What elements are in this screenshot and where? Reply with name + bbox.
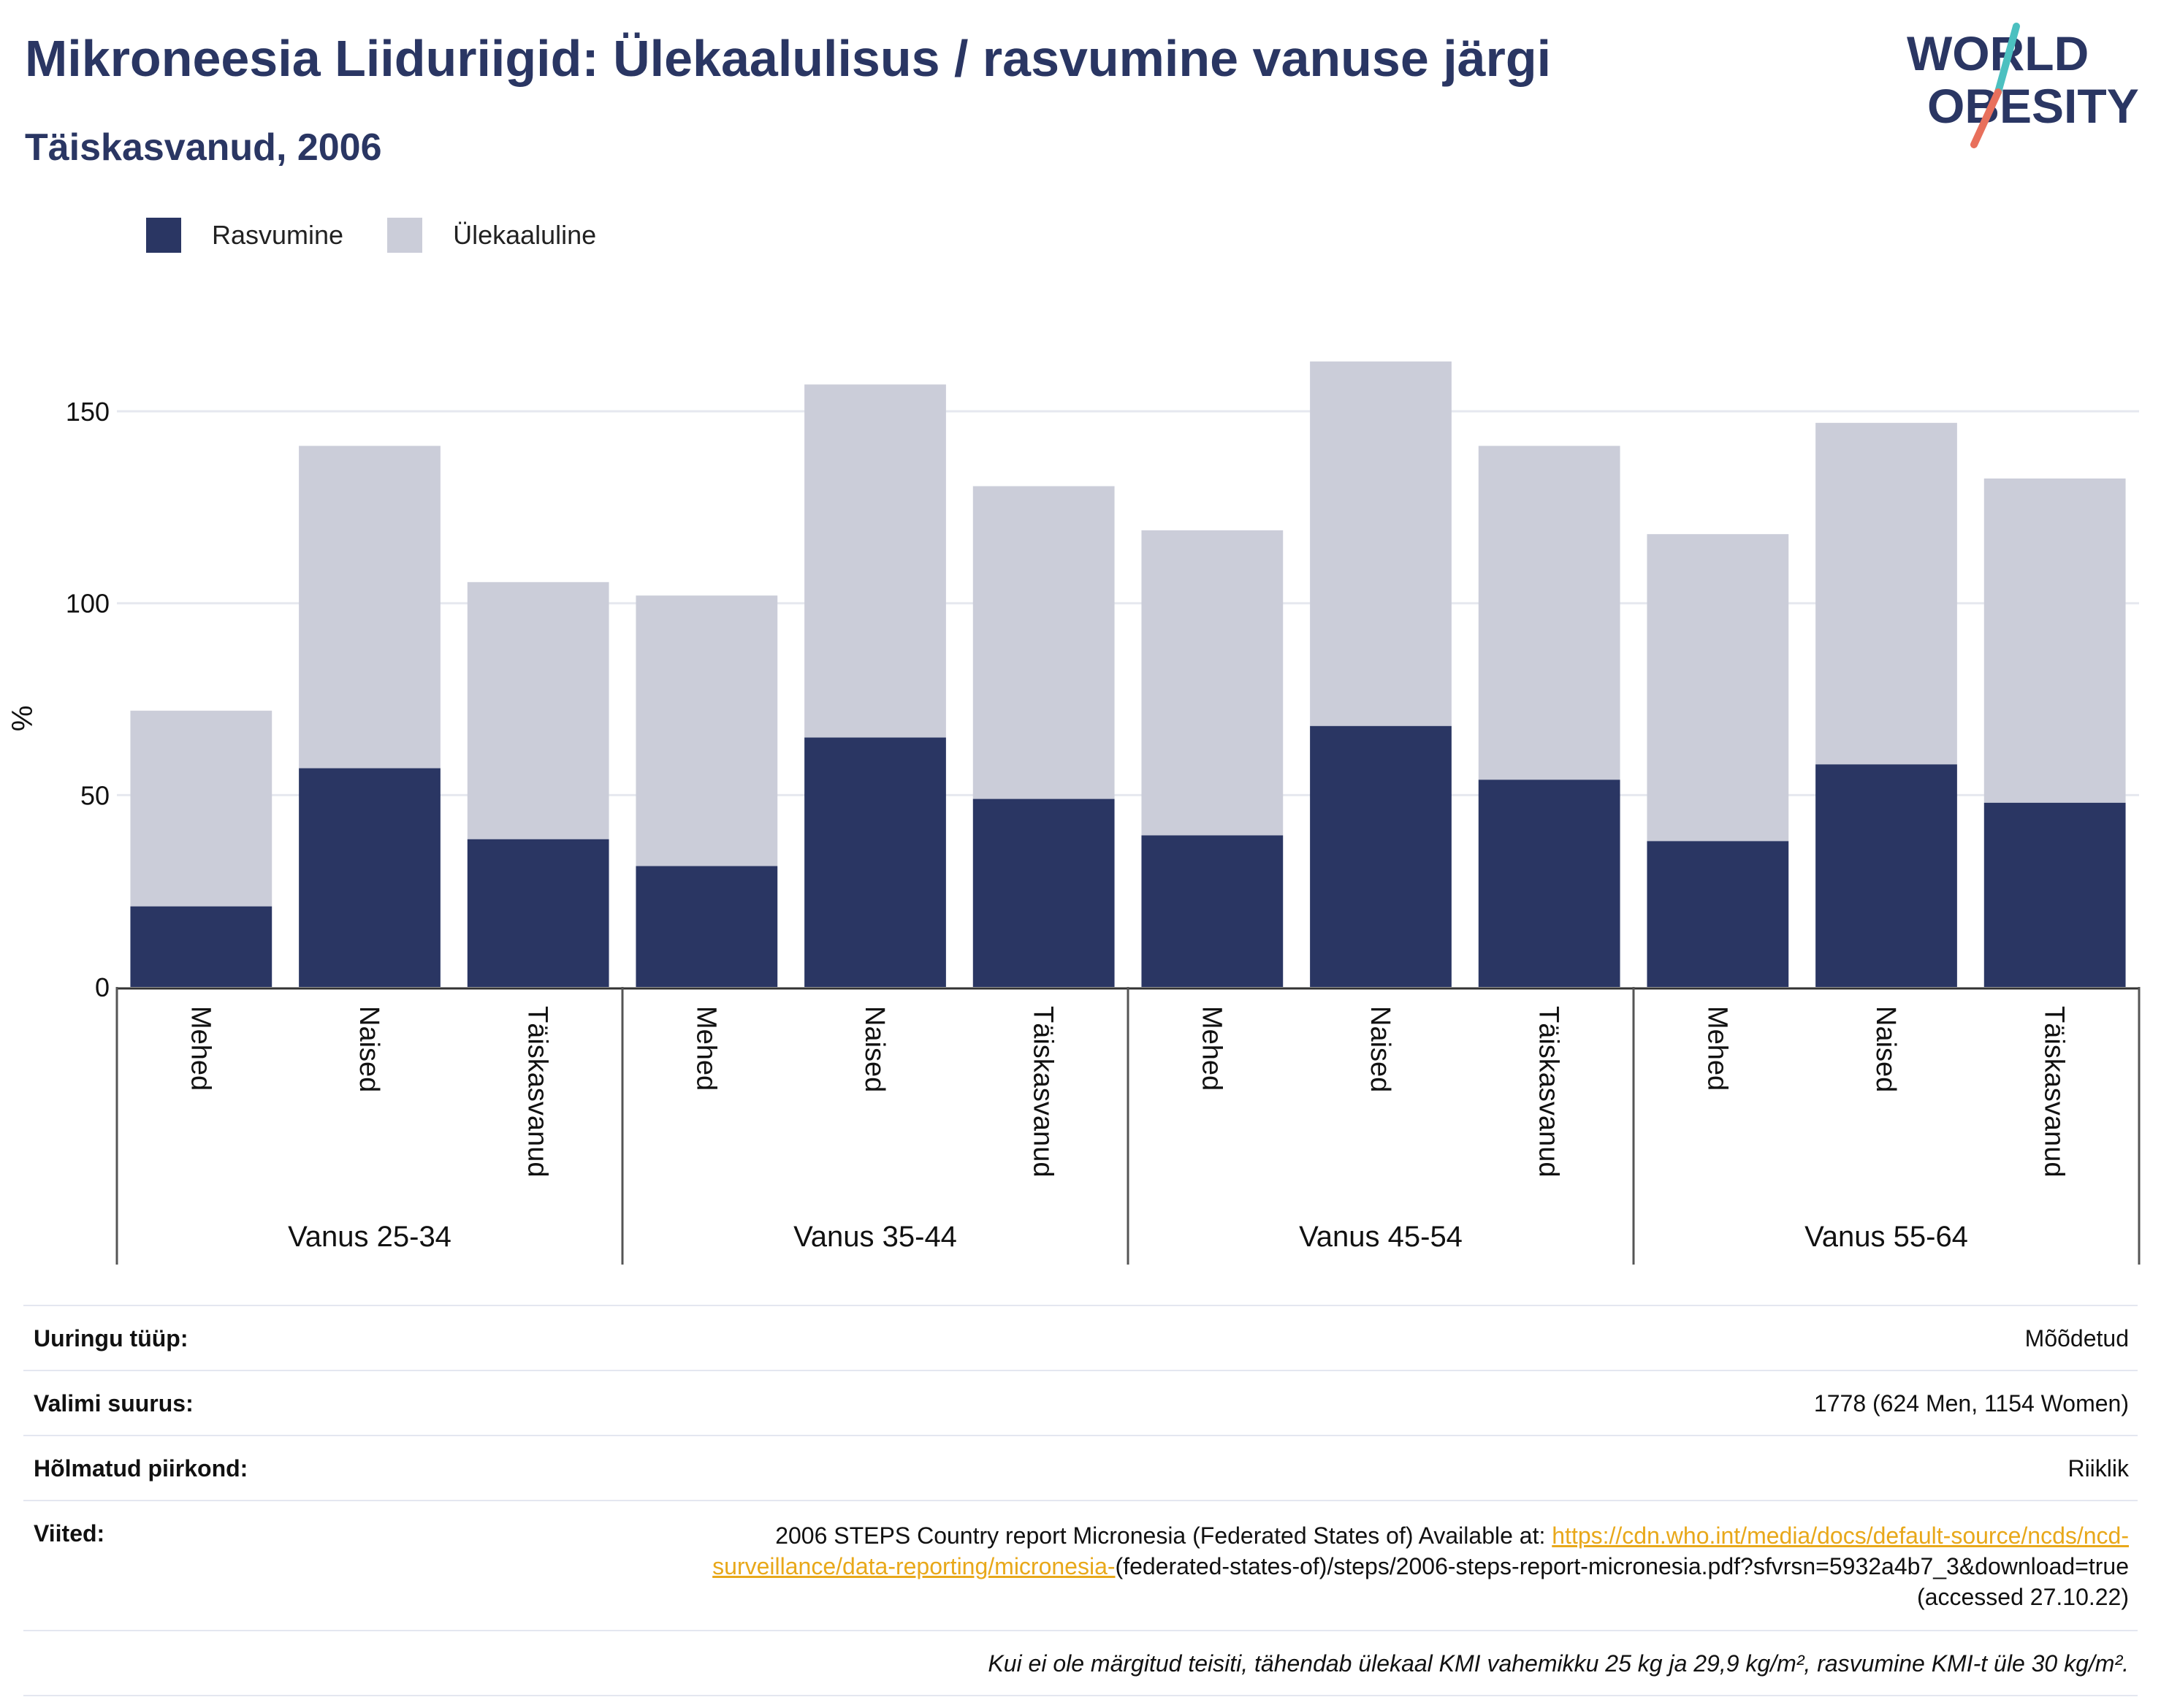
bar-obesity xyxy=(1815,764,1957,987)
bar-overweight xyxy=(1141,530,1284,836)
survey-type-row: Uuringu tüüp: Mõõdetud xyxy=(23,1305,2138,1370)
bar-obesity xyxy=(1310,725,1452,987)
bar-obesity xyxy=(1478,779,1620,987)
legend-item-obesity: Rasvumine xyxy=(146,218,343,253)
bar-obesity xyxy=(972,798,1115,987)
x-group-label: Vanus 35-44 xyxy=(793,1221,957,1253)
x-category-label: Mehed xyxy=(690,1006,721,1091)
world-obesity-logo: WORLD OBESITY xyxy=(1907,23,2139,148)
sample-size-label: Valimi suurus: xyxy=(34,1390,194,1417)
x-category-label: Mehed xyxy=(1701,1006,1732,1091)
chart-legend: Rasvumine Ülekaaluline xyxy=(146,218,640,253)
x-group-label: Vanus 25-34 xyxy=(288,1221,451,1253)
y-axis-label: % xyxy=(7,706,39,732)
logo-slash-teal xyxy=(1994,23,2020,96)
chart-subtitle: Täiskasvanud, 2006 xyxy=(25,126,382,169)
bar-obesity xyxy=(130,906,272,987)
area-covered-value: Riiklik xyxy=(2067,1455,2129,1482)
x-group-label: Vanus 45-54 xyxy=(1299,1221,1463,1253)
definition-note: Kui ei ole märgitud teisiti, tähendab ül… xyxy=(988,1650,2129,1677)
bar-obesity xyxy=(1141,835,1284,987)
references-suffix: (federated-states-of)/steps/2006-steps-r… xyxy=(1115,1553,2129,1610)
bar-obesity xyxy=(1983,802,2126,987)
legend-swatch-overweight xyxy=(387,218,423,253)
references-link[interactable]: https://cdn.who.int/media/docs/default-s… xyxy=(712,1522,2129,1579)
area-covered-label: Hõlmatud piirkond: xyxy=(34,1455,248,1482)
x-category-label: Täiskasvanud xyxy=(1028,1006,1059,1177)
bar-overweight xyxy=(972,486,1115,799)
survey-details: Uuringu tüüp: Mõõdetud Valimi suurus: 17… xyxy=(23,1305,2138,1696)
y-tick-label: 100 xyxy=(66,589,110,619)
bar-overweight xyxy=(1815,422,1957,765)
bar-obesity xyxy=(804,737,946,987)
x-category-label: Täiskasvanud xyxy=(2039,1006,2070,1177)
bar-overweight xyxy=(636,595,778,866)
references-value: 2006 STEPS Country report Micronesia (Fe… xyxy=(631,1520,2129,1612)
survey-type-label: Uuringu tüüp: xyxy=(34,1325,188,1351)
logo-line-1: WORLD xyxy=(1907,26,2089,80)
x-category-label: Täiskasvanud xyxy=(522,1006,553,1177)
survey-type-value: Mõõdetud xyxy=(2024,1325,2129,1351)
x-category-label: Naised xyxy=(354,1006,384,1092)
legend-swatch-obesity xyxy=(146,218,181,253)
legend-item-overweight: Ülekaaluline xyxy=(387,218,596,253)
bar-obesity xyxy=(1647,841,1789,987)
bar-overweight xyxy=(299,446,441,769)
area-covered-row: Hõlmatud piirkond: Riiklik xyxy=(23,1435,2138,1500)
logo-slash-coral xyxy=(1970,88,2002,148)
stacked-bar-chart: 0 50 100 150% Mehed Naised Täiskasvanud Mehed Na… xyxy=(7,361,2141,1265)
bar-overweight xyxy=(1310,361,1452,726)
x-category-label: Naised xyxy=(1365,1006,1395,1092)
definition-note-row: Kui ei ole märgitud teisiti, tähendab ül… xyxy=(23,1630,2138,1696)
references-prefix: 2006 STEPS Country report Micronesia (Fe… xyxy=(775,1522,1552,1549)
bar-overweight xyxy=(1647,534,1789,842)
legend-label-obesity: Rasvumine xyxy=(212,220,344,250)
sample-size-row: Valimi suurus: 1778 (624 Men, 1154 Women… xyxy=(23,1370,2138,1435)
x-category-label: Naised xyxy=(1870,1006,1901,1092)
logo-line-2: OBESITY xyxy=(1927,79,2139,133)
x-category-label: Naised xyxy=(859,1006,890,1092)
references-label: Viited: xyxy=(34,1520,105,1547)
bar-obesity xyxy=(299,768,441,987)
bar-overweight xyxy=(1983,478,2126,803)
legend-label-overweight: Ülekaaluline xyxy=(453,220,597,250)
chart-title: Mikroneesia Liiduriigid: Ülekaalulisus /… xyxy=(25,30,1552,87)
x-category-label: Mehed xyxy=(1196,1006,1227,1091)
y-tick-label: 50 xyxy=(80,780,110,810)
x-category-label: Täiskasvanud xyxy=(1533,1006,1564,1177)
x-group-label: Vanus 55-64 xyxy=(1804,1221,1968,1253)
y-tick-label: 0 xyxy=(95,972,110,1002)
y-tick-label: 150 xyxy=(66,397,110,427)
sample-size-value: 1778 (624 Men, 1154 Women) xyxy=(1813,1390,2129,1417)
bar-overweight xyxy=(804,384,946,738)
references-row: Viited: 2006 STEPS Country report Micron… xyxy=(23,1500,2138,1630)
x-category-label: Mehed xyxy=(185,1006,216,1091)
bar-obesity xyxy=(467,839,609,987)
bar-overweight xyxy=(1478,446,1620,780)
bar-overweight xyxy=(467,582,609,839)
bar-obesity xyxy=(636,866,778,987)
bar-overweight xyxy=(130,710,272,907)
